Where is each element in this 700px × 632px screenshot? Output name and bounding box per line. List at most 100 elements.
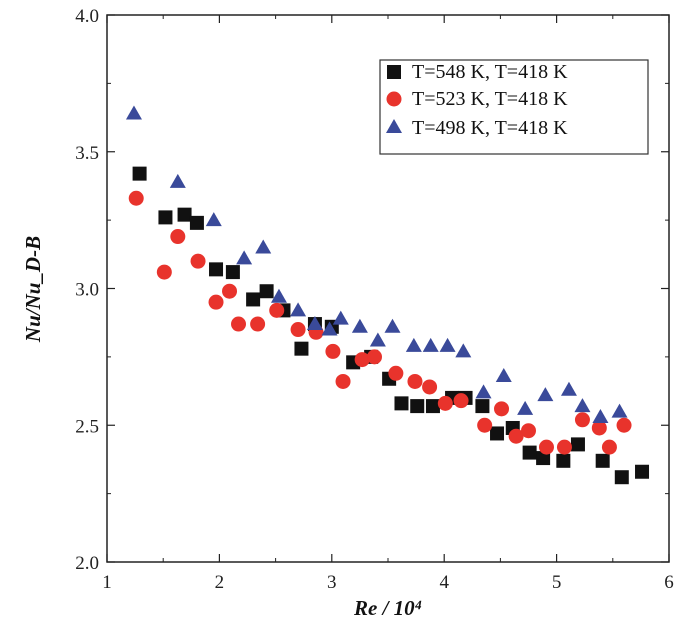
data-point-triangle [422,337,439,352]
data-point-circle [367,349,383,365]
legend-marker-series-1 [387,65,401,79]
data-point-triangle [495,368,512,383]
data-point-circle [477,417,493,433]
legend-box [379,59,649,155]
data-points [125,105,650,485]
data-point-circle [521,423,536,439]
data-point-circle [616,417,632,433]
data-point-triangle [369,332,386,347]
data-point-circle [437,395,453,411]
data-point-square [177,207,192,222]
legend-marker-series-2 [386,91,402,107]
data-point-square [556,453,571,468]
data-point-triangle [125,105,142,120]
data-point-square [522,445,537,460]
x-tick-label: 6 [664,572,674,593]
data-point-circle [290,322,306,338]
data-point-square [490,426,505,441]
x-tick-label: 1 [102,572,112,593]
data-point-circle [250,316,266,332]
data-point-circle [208,294,224,310]
data-point-square [635,464,650,479]
x-tick-label: 2 [215,572,225,593]
data-point-square [614,470,629,485]
data-point-circle [231,316,247,332]
data-point-circle [556,439,572,455]
y-tick-label: 4.0 [75,6,99,27]
data-point-square [410,399,425,414]
legend-label-series-1: T=548 K, T=418 K [412,61,568,83]
y-axis-title: Nu/Nu_D-B [21,236,45,343]
data-point-circle [335,373,351,389]
data-point-square [425,399,440,414]
data-point-square [158,210,173,225]
data-point-triangle [351,318,368,333]
data-point-triangle [517,400,534,415]
y-tick-label: 2.5 [75,416,99,437]
data-point-triangle [405,337,422,352]
data-point-triangle [236,250,253,265]
data-point-circle [407,373,423,389]
data-point-square [189,215,204,230]
data-point-circle [538,439,554,455]
axes-ticks [106,14,670,563]
data-point-circle [325,343,341,359]
data-point-circle [494,401,510,417]
tick-labels: 1 2 3 4 5 6 2.0 2.5 3.0 3.5 4.0 [75,6,674,593]
data-point-square [209,262,224,277]
y-tick-label: 3.5 [75,143,99,164]
data-point-triangle [270,288,287,303]
y-tick-label: 3.0 [75,280,99,301]
data-point-circle [354,352,370,368]
data-point-triangle [384,318,401,333]
data-point-triangle [592,409,609,424]
series-3 [125,105,628,424]
data-point-triangle [290,302,307,317]
data-point-square [225,265,240,280]
data-point-square [132,166,147,181]
data-point-square [294,341,309,356]
legend-label-series-3: T=498 K, T=418 K [412,117,568,139]
data-point-triangle [205,212,222,227]
data-point-circle [269,302,285,318]
data-point-triangle [255,239,272,254]
data-point-triangle [169,173,186,188]
data-point-triangle [537,387,554,402]
data-point-circle [222,283,238,299]
data-point-circle [388,365,404,381]
data-point-circle [156,264,172,280]
x-axis-title: Re / 10⁴ [353,596,422,620]
data-point-square [570,437,585,452]
data-point-triangle [306,316,323,331]
data-point-circle [601,439,617,455]
data-point-triangle [332,310,349,325]
data-point-square [259,284,274,299]
data-point-circle [453,393,469,409]
data-point-triangle [439,337,456,352]
legend-marker-series-3 [386,119,402,133]
data-point-square [595,453,610,468]
data-point-circle [128,190,144,206]
data-point-square [246,292,261,307]
data-point-circle [574,412,590,428]
data-point-triangle [574,398,591,413]
data-point-circle [190,253,206,269]
data-point-square [394,396,409,411]
data-point-square [475,399,490,414]
legend: T=548 K, T=418 K T=523 K, T=418 K T=498 … [379,59,649,155]
data-point-triangle [475,384,492,399]
data-point-triangle [321,321,338,336]
data-point-circle [422,379,438,395]
data-point-triangle [455,343,472,358]
data-point-triangle [611,403,628,418]
data-point-circle [591,420,607,436]
y-tick-label: 2.0 [75,553,99,574]
data-point-triangle [560,381,577,396]
data-point-circle [170,229,186,245]
series-2 [128,190,632,455]
x-tick-label: 4 [439,572,449,593]
x-tick-label: 3 [327,572,337,593]
x-tick-label: 5 [552,572,562,593]
data-point-circle [508,428,524,444]
